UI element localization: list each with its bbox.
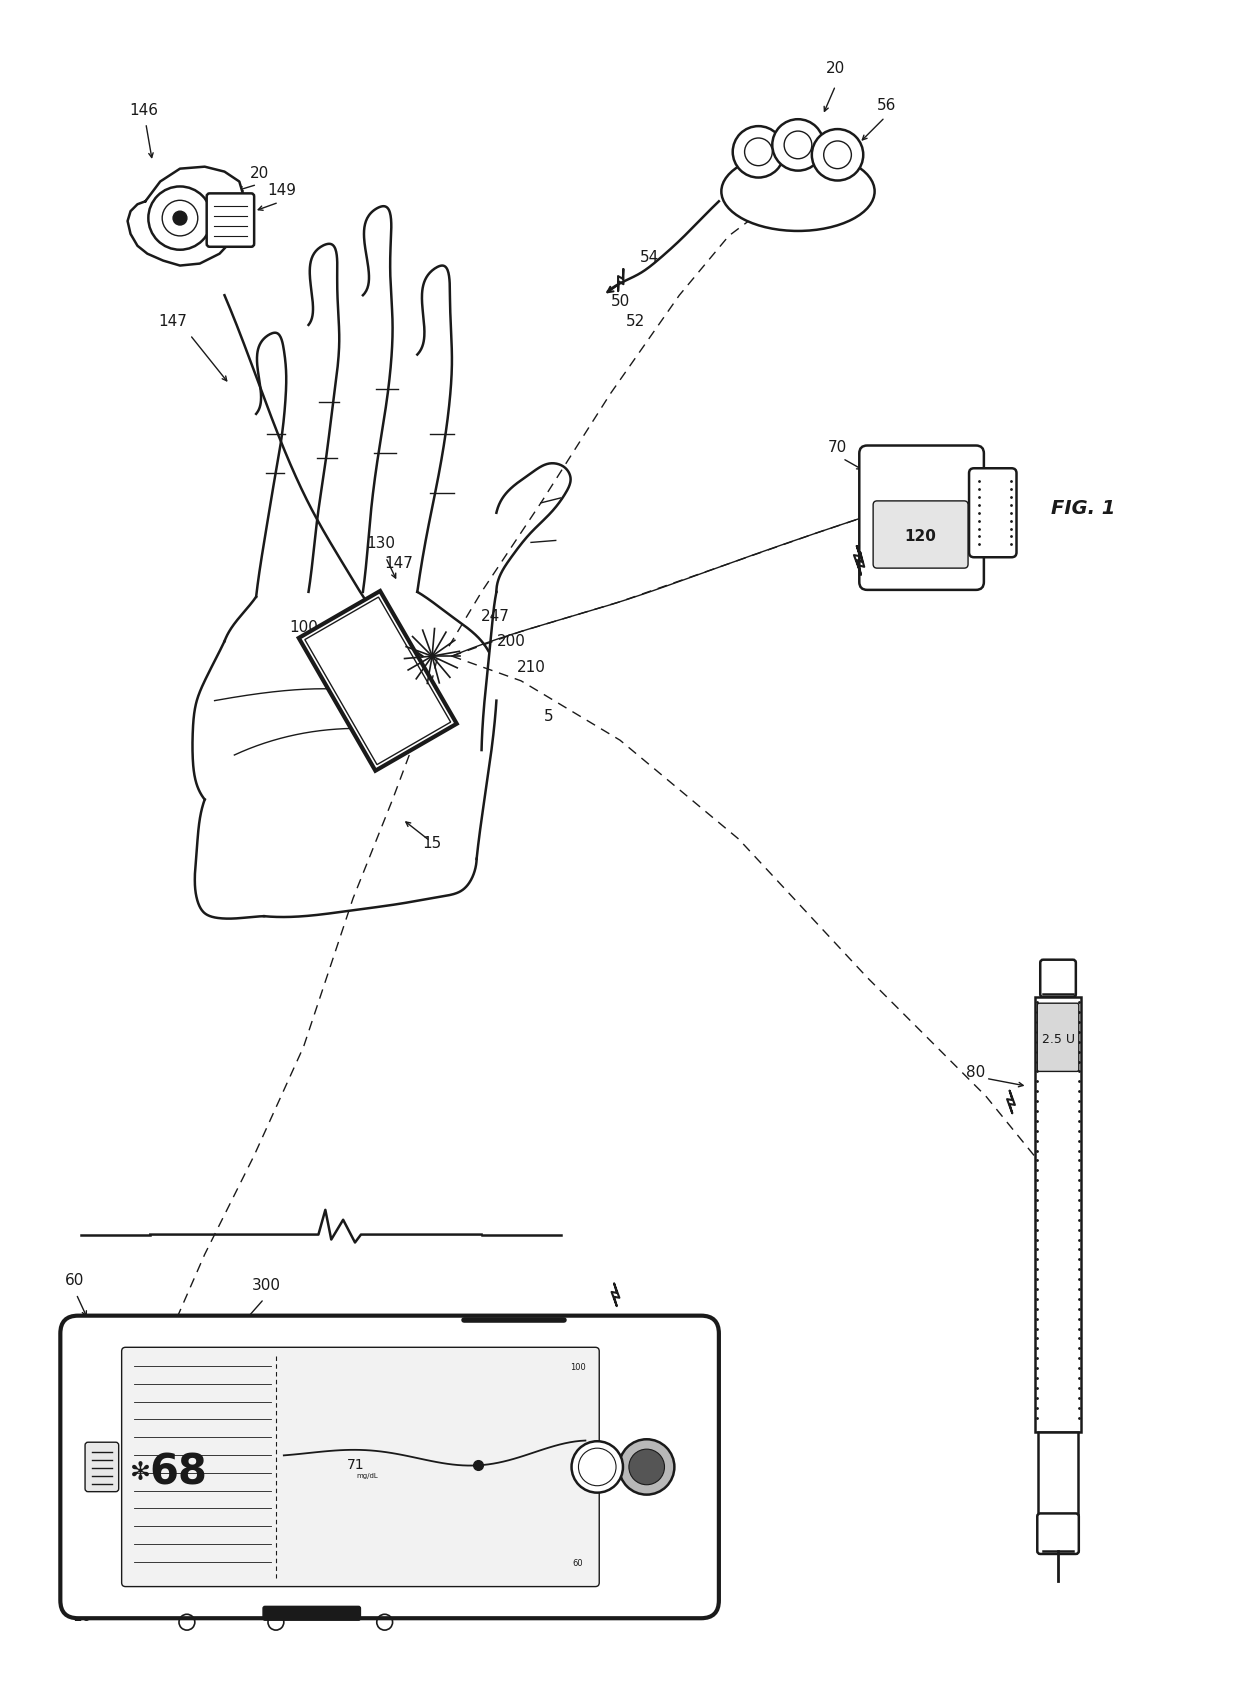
FancyBboxPatch shape — [61, 1316, 719, 1618]
Text: 300: 300 — [252, 1277, 280, 1292]
FancyBboxPatch shape — [122, 1348, 599, 1586]
FancyBboxPatch shape — [968, 470, 1017, 557]
Circle shape — [733, 127, 784, 179]
FancyBboxPatch shape — [1038, 1513, 1079, 1554]
Text: 71: 71 — [347, 1458, 365, 1471]
Text: mg/dL: mg/dL — [357, 1471, 378, 1478]
Text: 5: 5 — [544, 709, 553, 725]
Text: 50: 50 — [610, 294, 630, 309]
FancyBboxPatch shape — [263, 1606, 361, 1620]
Text: 15: 15 — [423, 836, 441, 851]
Text: 56: 56 — [877, 98, 897, 113]
Text: 20: 20 — [249, 166, 269, 181]
Text: 210: 210 — [517, 660, 546, 674]
Text: 130: 130 — [366, 535, 396, 551]
Circle shape — [619, 1439, 675, 1495]
Text: 200: 200 — [497, 633, 526, 649]
Text: 68: 68 — [149, 1451, 207, 1493]
Circle shape — [773, 120, 823, 172]
Text: 120: 120 — [905, 529, 936, 544]
Text: 52: 52 — [626, 314, 646, 329]
Text: 100: 100 — [289, 620, 317, 635]
Circle shape — [162, 201, 198, 236]
Circle shape — [784, 132, 812, 160]
Text: 60: 60 — [572, 1557, 583, 1567]
Circle shape — [812, 130, 863, 181]
Text: 70: 70 — [828, 441, 847, 454]
FancyBboxPatch shape — [1038, 1003, 1079, 1073]
Polygon shape — [305, 598, 450, 765]
Circle shape — [572, 1441, 622, 1493]
Bar — [1035, 998, 1081, 1432]
Circle shape — [149, 187, 212, 250]
Text: FIG. 1: FIG. 1 — [1050, 498, 1115, 517]
Text: ✻: ✻ — [130, 1459, 151, 1483]
Circle shape — [823, 142, 852, 169]
Text: 10: 10 — [72, 1608, 92, 1623]
Text: 247: 247 — [481, 608, 510, 623]
Text: 80: 80 — [966, 1064, 986, 1079]
Text: 100: 100 — [569, 1363, 585, 1371]
Polygon shape — [299, 591, 456, 772]
FancyBboxPatch shape — [1040, 959, 1076, 998]
Text: 60: 60 — [64, 1272, 84, 1287]
Circle shape — [744, 138, 773, 167]
Ellipse shape — [722, 152, 874, 231]
Text: 147: 147 — [384, 556, 413, 571]
FancyBboxPatch shape — [207, 194, 254, 248]
FancyBboxPatch shape — [859, 446, 983, 591]
Text: 147: 147 — [159, 314, 187, 329]
Text: 71: 71 — [433, 1339, 451, 1355]
Bar — [1038, 1432, 1078, 1520]
Text: 54: 54 — [640, 250, 660, 265]
Circle shape — [174, 213, 187, 226]
Text: 146: 146 — [129, 103, 157, 118]
Text: 20: 20 — [826, 61, 846, 76]
Circle shape — [629, 1449, 665, 1485]
Polygon shape — [128, 167, 244, 267]
Text: 149: 149 — [268, 182, 296, 198]
Text: 2.5 U: 2.5 U — [1042, 1032, 1075, 1045]
FancyBboxPatch shape — [86, 1442, 119, 1491]
FancyBboxPatch shape — [873, 502, 968, 569]
